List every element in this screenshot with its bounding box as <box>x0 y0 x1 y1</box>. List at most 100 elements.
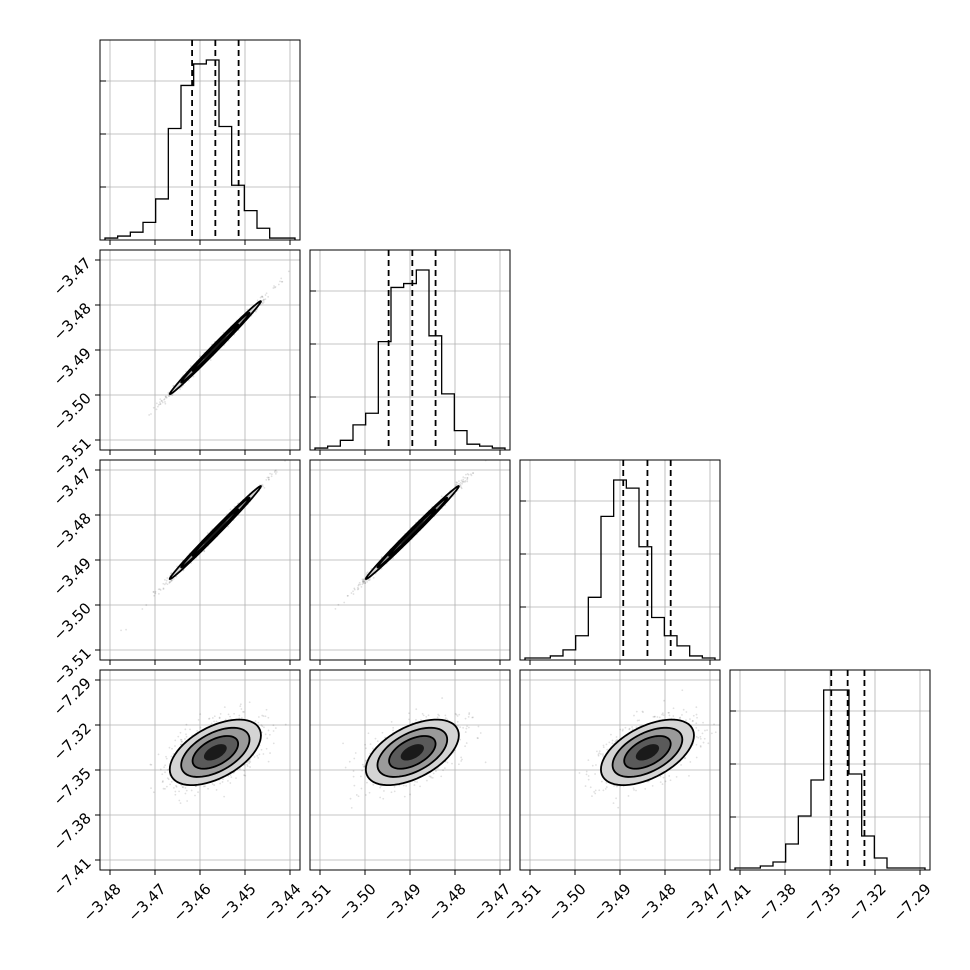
sample-point <box>155 402 158 405</box>
sample-point <box>379 796 382 799</box>
sample-point <box>157 588 160 591</box>
sample-point <box>157 592 160 595</box>
sample-point <box>471 472 474 475</box>
sample-point <box>229 715 231 718</box>
sample-point <box>159 403 162 405</box>
sample-point <box>239 768 241 770</box>
sample-point <box>215 789 218 791</box>
sample-point <box>262 485 264 488</box>
sample-point <box>368 579 370 582</box>
sample-point <box>357 795 360 798</box>
sample-point <box>280 280 283 283</box>
sample-point <box>364 582 367 585</box>
sample-point <box>272 730 275 732</box>
sample-point <box>277 283 280 286</box>
sample-point <box>199 713 202 716</box>
contour-level-0 <box>168 485 262 581</box>
sample-point <box>270 475 273 478</box>
sample-point <box>393 785 396 788</box>
sample-point <box>265 708 268 711</box>
sample-point <box>360 585 363 588</box>
sample-point <box>168 395 171 398</box>
panel-2-2 <box>519 459 721 665</box>
sample-point <box>456 481 459 484</box>
sample-point <box>440 495 443 498</box>
sample-point <box>369 578 371 581</box>
sample-point <box>357 587 360 590</box>
sample-point <box>352 775 355 778</box>
panel-content <box>520 460 720 660</box>
sample-point <box>165 579 168 582</box>
sample-point <box>233 712 236 715</box>
sample-point <box>246 308 249 311</box>
sample-point <box>222 778 224 781</box>
sample-point <box>218 717 221 720</box>
sample-point <box>207 787 209 790</box>
sample-point <box>165 582 167 585</box>
sample-point <box>467 726 470 729</box>
sample-point <box>213 720 215 723</box>
sample-point <box>361 583 364 586</box>
histogram-0 <box>104 59 296 240</box>
sample-point <box>172 384 175 387</box>
panels-layer <box>95 39 931 875</box>
sample-point <box>240 708 243 710</box>
sample-point <box>274 470 276 472</box>
sample-point <box>165 785 168 788</box>
sample-point <box>454 712 457 715</box>
sample-point <box>356 588 359 591</box>
sample-point <box>204 785 206 788</box>
sample-point <box>259 296 262 299</box>
sample-point <box>484 761 487 764</box>
sample-point <box>264 733 267 736</box>
sample-point <box>176 565 179 568</box>
sample-point <box>275 471 278 473</box>
sample-point <box>458 480 460 483</box>
contour-level-0 <box>364 485 460 581</box>
sample-point <box>164 402 167 405</box>
sample-point <box>267 760 270 763</box>
sample-point <box>219 782 222 785</box>
sample-point <box>455 483 458 486</box>
sample-point <box>145 604 148 606</box>
sample-point <box>152 406 155 409</box>
density-level-3 <box>203 744 227 761</box>
sample-point <box>255 310 257 313</box>
sample-point <box>273 285 275 287</box>
sample-point <box>462 480 465 483</box>
sample-point <box>274 469 277 472</box>
sample-point <box>230 776 233 779</box>
sample-point <box>353 588 356 591</box>
sample-point <box>229 774 232 776</box>
sample-point <box>353 587 356 590</box>
sample-point <box>477 725 480 728</box>
sample-point <box>260 724 263 727</box>
sample-point <box>465 742 468 744</box>
contour-level-1 <box>180 496 251 569</box>
sample-point <box>262 715 265 717</box>
sample-point <box>244 774 247 777</box>
sample-point <box>263 487 266 489</box>
sample-point <box>254 720 257 722</box>
sample-point <box>170 780 173 783</box>
sample-point <box>467 473 470 476</box>
sample-point <box>384 736 386 739</box>
sample-point <box>264 294 267 296</box>
sample-point <box>180 738 183 741</box>
sample-point <box>266 476 269 479</box>
sample-point <box>141 608 144 610</box>
sample-point <box>163 578 166 581</box>
histogram-2 <box>524 479 716 660</box>
sample-point <box>154 590 157 593</box>
sample-point <box>179 802 182 805</box>
sample-point <box>365 572 368 575</box>
sample-point <box>284 723 287 726</box>
sample-point <box>362 579 365 581</box>
sample-point <box>265 478 268 481</box>
sample-point <box>156 405 159 408</box>
sample-point <box>464 479 467 482</box>
sample-point <box>239 705 242 708</box>
sample-point <box>262 298 265 301</box>
sample-point <box>162 780 164 782</box>
sample-point <box>458 482 461 485</box>
